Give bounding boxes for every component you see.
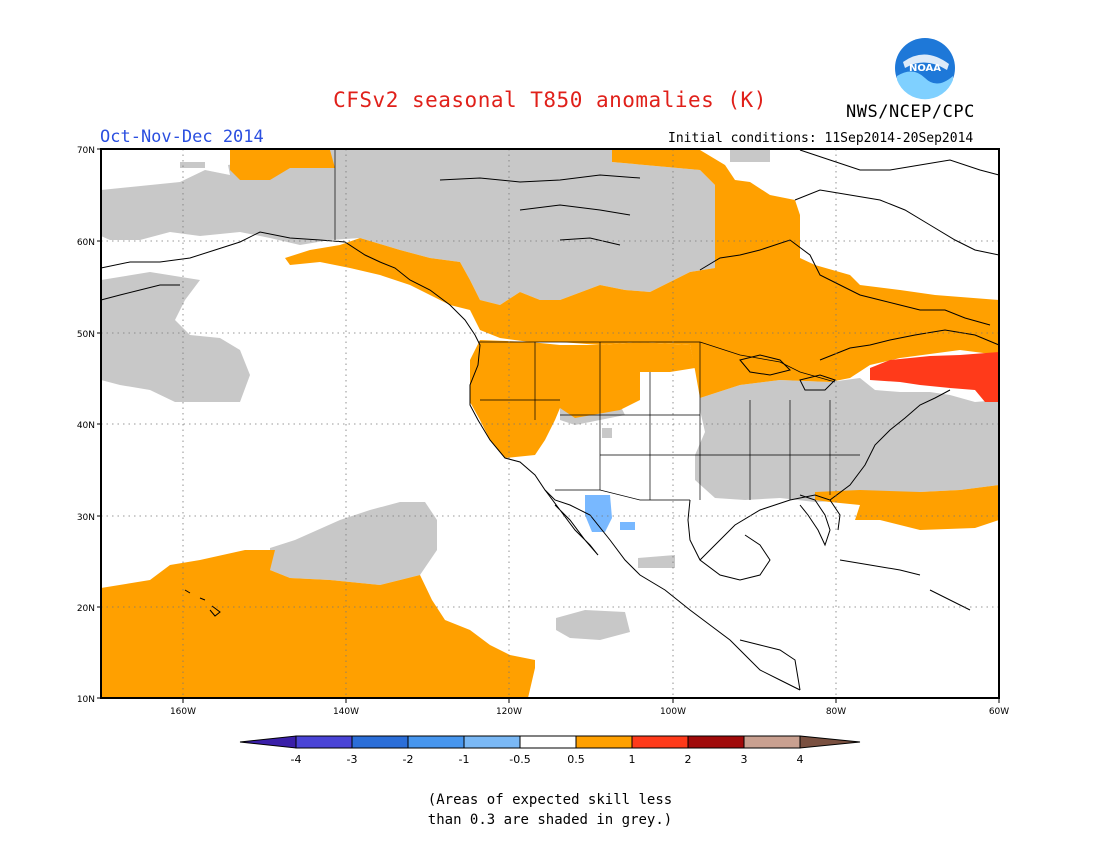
skill-note-line-2: than 0.3 are shaded in grey.) [427, 812, 673, 828]
grey-region-arctic-1 [180, 162, 205, 168]
colorbar-cell [407, 735, 465, 749]
colorbar-cell [295, 735, 353, 749]
red-region-northeast [870, 352, 999, 402]
political-borders [334, 150, 860, 501]
colorbar-label: -4 [291, 753, 302, 766]
initial-conditions-label: Initial conditions: 11Sep2014-20Sep2014 [668, 131, 974, 146]
lon-label: 60W [989, 707, 1009, 717]
orange-region-western-us [470, 340, 695, 458]
lat-label: 20N [77, 604, 95, 614]
colorbar-label: 0.5 [567, 753, 585, 766]
orange-region-arctic-east [285, 150, 999, 398]
lat-label: 60N [77, 238, 95, 248]
light-blue-region-mexico [585, 495, 612, 532]
grey-region-gulf-of-california [638, 555, 675, 568]
colorbar-cell [687, 735, 745, 749]
lat-axis: 70N 60N 50N 40N 30N 20N 10N [77, 146, 95, 705]
colorbar-cell [575, 735, 633, 749]
colorbar-cell [519, 735, 577, 749]
lon-label: 140W [333, 707, 359, 717]
colorbar-label: 3 [741, 753, 748, 766]
season-label: Oct-Nov-Dec 2014 [100, 127, 264, 147]
colorbar-label: -1 [459, 753, 470, 766]
logo-text: NOAA [909, 63, 941, 74]
lon-label: 100W [660, 707, 686, 717]
grey-region-pacific-south [556, 610, 630, 640]
lon-label: 160W [170, 707, 196, 717]
colorbar-arrow-high [799, 735, 861, 749]
colorbar-label: 2 [685, 753, 692, 766]
grey-region-alaska [101, 150, 715, 305]
lat-label: 30N [77, 513, 95, 523]
lat-label: 50N [77, 330, 95, 340]
grey-region-sw-us-2 [602, 428, 612, 438]
orange-region-atlantic [815, 485, 999, 530]
skill-note-line-1: (Areas of expected skill less [427, 792, 673, 808]
grey-region-eastern-us [695, 378, 999, 502]
noaa-logo: NOAA [895, 38, 955, 100]
lat-label: 40N [77, 421, 95, 431]
colorbar-labels: -4 -3 -2 -1 -0.5 0.5 1 2 3 4 [291, 753, 804, 766]
colorbar-cell [743, 735, 801, 749]
lat-label: 10N [77, 695, 95, 705]
colorbar-label: 4 [797, 753, 804, 766]
chart-title: CFSv2 seasonal T850 anomalies (K) [333, 88, 767, 112]
lat-label: 70N [77, 146, 95, 156]
colorbar [239, 735, 861, 749]
colorbar-arrow-low [239, 735, 297, 749]
light-blue-region-mexico-2 [620, 522, 635, 530]
colorbar-label: -3 [347, 753, 358, 766]
lon-ticks [182, 698, 1000, 703]
colorbar-label: -0.5 [509, 753, 530, 766]
coastlines [100, 149, 1000, 691]
agency-label: NWS/NCEP/CPC [846, 102, 975, 122]
colorbar-label: 1 [629, 753, 636, 766]
orange-region-pacific-south [101, 550, 535, 698]
colorbar-cell [463, 735, 521, 749]
lon-label: 120W [496, 707, 522, 717]
lon-axis: 160W 140W 120W 100W 80W 60W [170, 707, 1009, 717]
grey-region-pacific-subtropical [270, 502, 437, 585]
colorbar-cell [631, 735, 689, 749]
grey-region-pacific-west [101, 272, 250, 402]
lon-label: 80W [826, 707, 846, 717]
lat-ticks [97, 148, 101, 699]
grey-region-arctic-2 [730, 150, 770, 162]
orange-region-north [230, 150, 335, 180]
colorbar-label: -2 [403, 753, 414, 766]
colorbar-cell [351, 735, 409, 749]
shading-layer [101, 150, 999, 698]
gridlines [101, 149, 999, 698]
